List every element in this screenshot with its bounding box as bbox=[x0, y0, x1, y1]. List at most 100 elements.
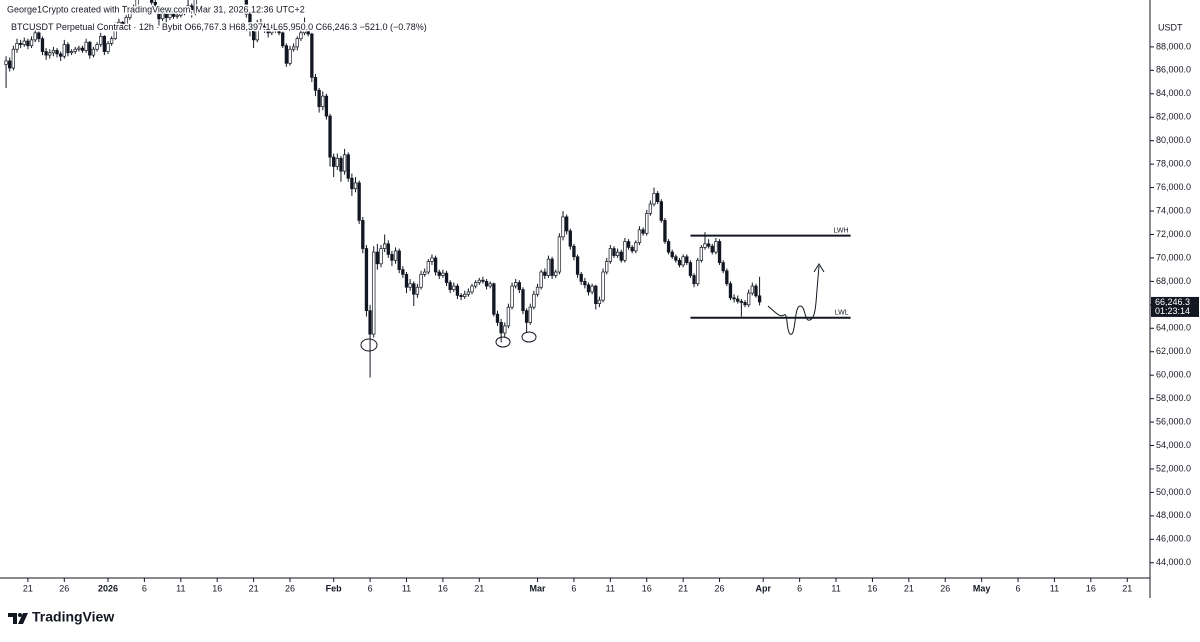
candle-body bbox=[164, 11, 168, 18]
candle-body bbox=[448, 282, 452, 290]
candle-body bbox=[419, 273, 423, 288]
candle-body bbox=[59, 53, 63, 57]
candle-body bbox=[357, 182, 361, 221]
y-tick-label: 56,000.0 bbox=[1156, 416, 1191, 426]
y-tick-label: 52,000.0 bbox=[1156, 463, 1191, 473]
candle-body bbox=[150, 0, 154, 3]
candle-body bbox=[492, 283, 496, 315]
candle-body bbox=[721, 262, 725, 272]
candle-body bbox=[561, 216, 565, 238]
candle-body bbox=[102, 35, 107, 52]
candle-body bbox=[692, 275, 696, 285]
candle-body bbox=[681, 256, 685, 266]
candle-body bbox=[699, 247, 704, 261]
candle-body bbox=[386, 243, 390, 255]
candle-body bbox=[717, 241, 722, 263]
candle-body bbox=[4, 60, 8, 65]
x-tick-label: 6 bbox=[797, 583, 802, 593]
candle-body bbox=[375, 251, 380, 265]
candle-body bbox=[754, 285, 758, 297]
candle-body bbox=[477, 279, 481, 283]
x-tick-label: 16 bbox=[642, 583, 652, 593]
candle-body bbox=[393, 250, 398, 261]
candle-body bbox=[408, 283, 412, 288]
candle-body bbox=[481, 279, 485, 282]
candle-body bbox=[335, 157, 339, 167]
x-tick-label: 21 bbox=[23, 583, 33, 593]
candle-body bbox=[466, 291, 471, 295]
candle-body bbox=[452, 285, 456, 290]
candle-body bbox=[404, 273, 409, 288]
candle-body bbox=[8, 60, 12, 69]
candle-body bbox=[572, 245, 576, 258]
candle-body bbox=[18, 43, 23, 45]
x-tick-label: 2026 bbox=[98, 583, 118, 593]
candle-body bbox=[641, 229, 645, 234]
candle-body bbox=[543, 271, 547, 276]
candle-body bbox=[244, 0, 248, 15]
candle-body bbox=[706, 243, 711, 247]
candle-body bbox=[586, 284, 591, 293]
candle-body bbox=[361, 220, 365, 249]
tradingview-logo: TradingView bbox=[8, 609, 114, 625]
y-tick-label: 48,000.0 bbox=[1156, 510, 1191, 520]
candle-body bbox=[33, 32, 37, 41]
candle-body bbox=[44, 51, 48, 56]
circle-drawing bbox=[495, 336, 511, 348]
x-tick-label: 6 bbox=[1016, 583, 1021, 593]
candle-body bbox=[55, 50, 59, 55]
candle-body bbox=[401, 269, 405, 275]
candle-body bbox=[441, 272, 445, 276]
x-tick-label: May bbox=[973, 583, 991, 593]
candle-body bbox=[601, 271, 605, 301]
plot-area: LWH LWL bbox=[4, 0, 851, 378]
candle-body bbox=[339, 157, 343, 172]
candle-body bbox=[131, 6, 136, 13]
candle-body bbox=[459, 295, 463, 297]
ohlc-open: O66,767.3 bbox=[184, 22, 226, 32]
candle-body bbox=[328, 115, 332, 158]
candle-body bbox=[583, 281, 587, 286]
candle-body bbox=[379, 248, 383, 265]
y-tick-label: 88,000.0 bbox=[1156, 41, 1191, 51]
x-tick-label: Mar bbox=[530, 583, 547, 593]
x-tick-label: 16 bbox=[212, 583, 222, 593]
candle-body bbox=[714, 241, 718, 253]
ohlc-close: C66,246.3 bbox=[316, 22, 358, 32]
candle-body bbox=[73, 48, 77, 52]
candle-body bbox=[332, 156, 336, 167]
y-tick-label: 58,000.0 bbox=[1156, 393, 1191, 403]
candle-body bbox=[645, 213, 649, 234]
candle-body bbox=[109, 38, 114, 44]
candle-body bbox=[612, 248, 616, 256]
y-tick-label: 76,000.0 bbox=[1156, 182, 1191, 192]
candle-body bbox=[291, 46, 296, 50]
candle-body bbox=[725, 270, 729, 285]
candle-body bbox=[120, 21, 125, 25]
circle-drawing bbox=[360, 338, 378, 352]
x-tick-label: Apr bbox=[755, 583, 771, 593]
candle-body bbox=[321, 95, 325, 108]
candle-body bbox=[160, 11, 165, 20]
candle-body bbox=[663, 220, 667, 242]
candle-body bbox=[594, 285, 598, 305]
candle-body bbox=[670, 251, 674, 258]
candle-body bbox=[685, 256, 689, 263]
candle-body bbox=[77, 47, 81, 50]
candle-body bbox=[473, 282, 478, 287]
candle-body bbox=[506, 306, 511, 327]
x-tick-label: 21 bbox=[1122, 583, 1132, 593]
symbol: BTCUSDT Perpetual Contract · 12h · Bybit bbox=[11, 22, 182, 32]
candle-body bbox=[251, 30, 256, 41]
candle-body bbox=[26, 40, 30, 47]
candle-body bbox=[623, 241, 627, 261]
price-tag bbox=[1151, 296, 1199, 317]
candle-body bbox=[259, 24, 263, 27]
candle-body bbox=[557, 236, 562, 273]
level-label: LWL bbox=[835, 310, 849, 317]
candle-body bbox=[757, 295, 762, 303]
candle-body bbox=[696, 259, 700, 285]
y-tick-label: 80,000.0 bbox=[1156, 135, 1191, 145]
candle-body bbox=[342, 154, 347, 172]
candle-body bbox=[659, 201, 663, 221]
